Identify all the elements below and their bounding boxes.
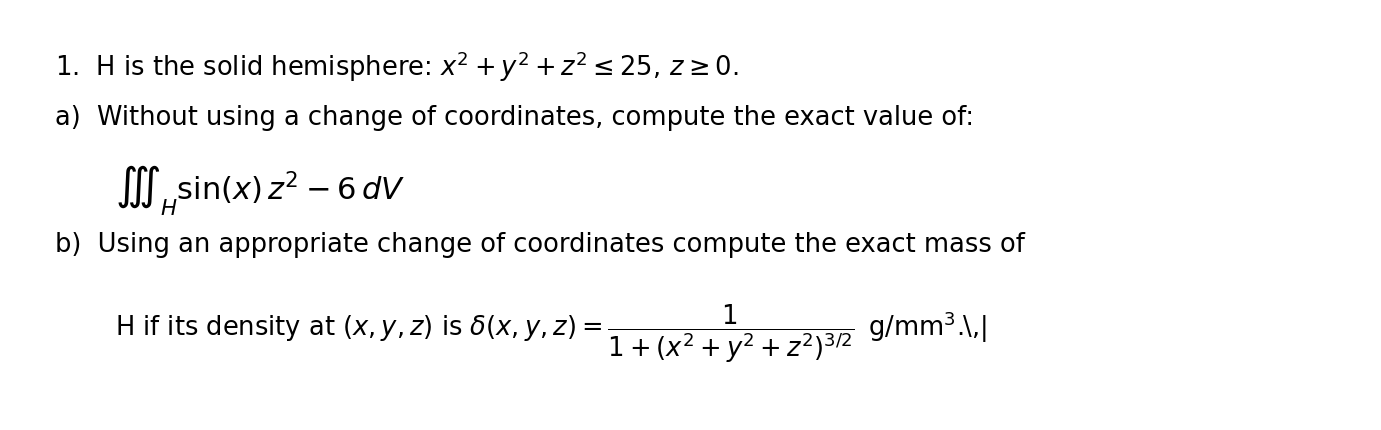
Text: $\iiint_H \sin(x)\, z^2 - 6\, dV$: $\iiint_H \sin(x)\, z^2 - 6\, dV$	[115, 163, 405, 217]
Text: b)  Using an appropriate change of coordinates compute the exact mass of: b) Using an appropriate change of coordi…	[55, 231, 1025, 258]
Text: H if its density at $(x,y,z)$ is $\delta(x,y,z)=\dfrac{1}{1+(x^2+y^2+z^2)^{3/2}}: H if its density at $(x,y,z)$ is $\delta…	[115, 301, 986, 364]
Text: a)  Without using a change of coordinates, compute the exact value of:: a) Without using a change of coordinates…	[55, 105, 974, 131]
Text: 1.  H is the solid hemisphere: $x^2 + y^2 + z^2 \leq 25,\, z \geq 0.$: 1. H is the solid hemisphere: $x^2 + y^2…	[55, 50, 739, 84]
